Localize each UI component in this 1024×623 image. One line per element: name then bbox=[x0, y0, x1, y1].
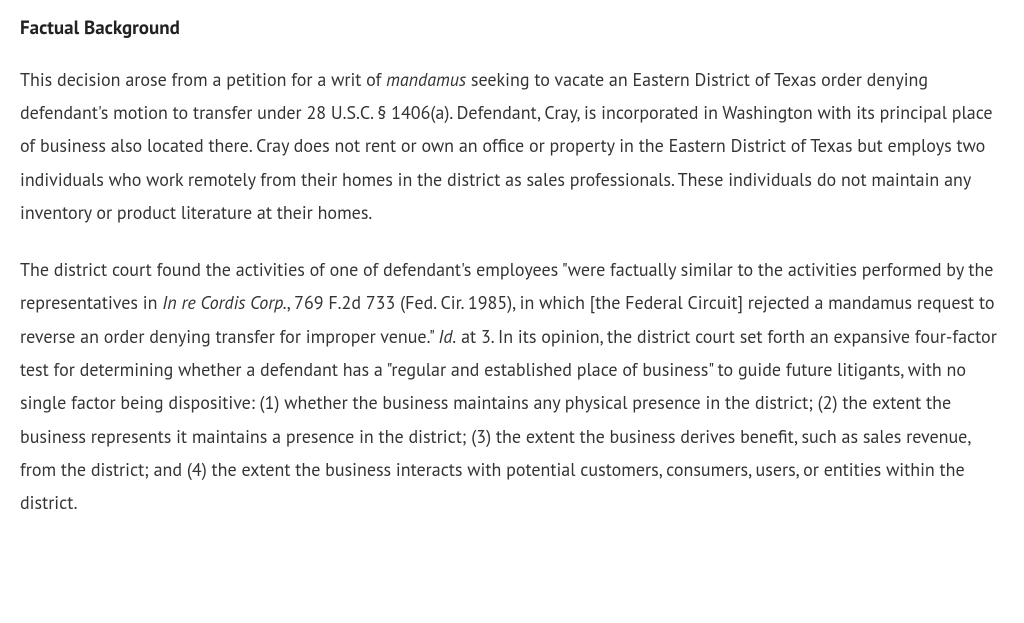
paragraph-2: The district court found the activities … bbox=[20, 253, 1004, 519]
text-segment: at 3. In its opinion, the district court… bbox=[20, 325, 997, 514]
section-heading: Factual Background bbox=[20, 16, 1004, 41]
italic-id-citation: Id. bbox=[438, 325, 456, 348]
text-segment: seeking to vacate an Eastern District of… bbox=[20, 68, 993, 224]
italic-term-mandamus: mandamus bbox=[386, 68, 466, 91]
paragraph-1: This decision arose from a petition for … bbox=[20, 63, 1004, 229]
italic-case-citation: In re Cordis Corp. bbox=[162, 291, 286, 314]
text-segment: This decision arose from a petition for … bbox=[20, 68, 386, 91]
